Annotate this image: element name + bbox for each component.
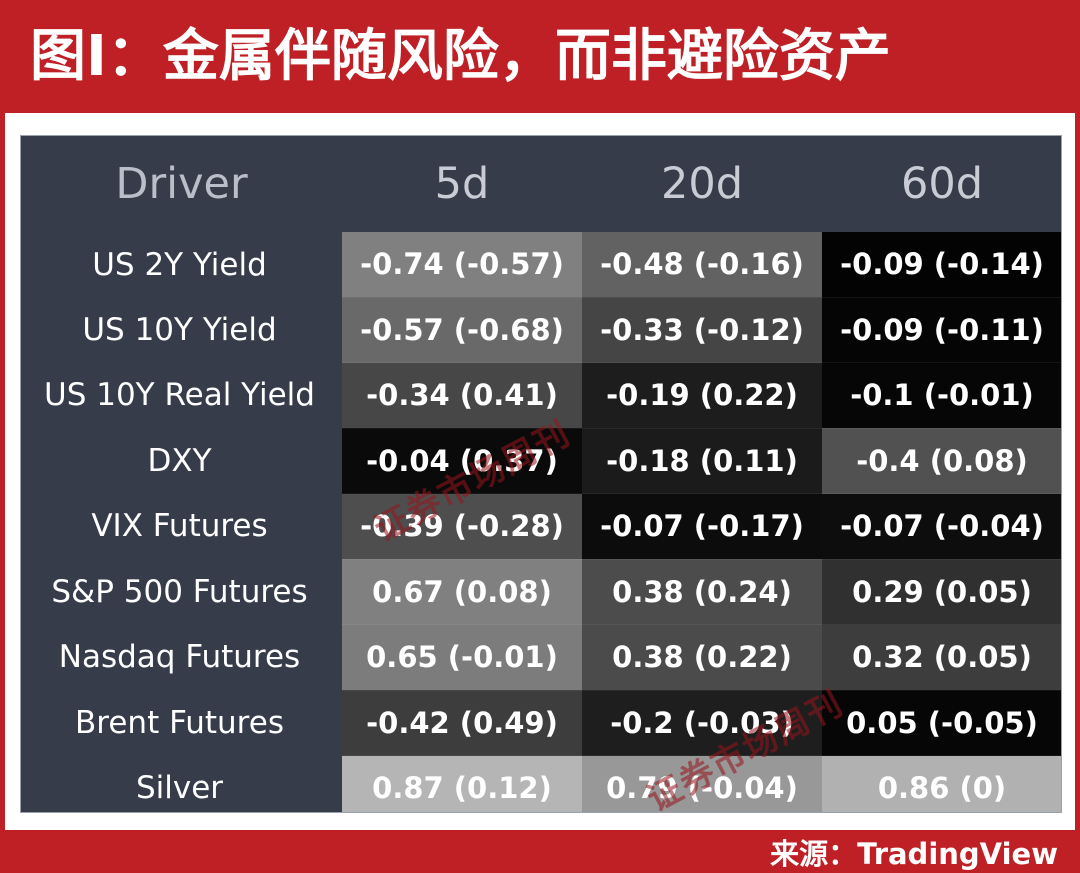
heatmap-cell: -0.4 (0.08): [822, 428, 1061, 494]
correlation-table: Driver 5d 20d 60d US 2Y Yield -0.74 (-0.5…: [21, 136, 1061, 812]
heatmap-cell: -0.07 (-0.17): [582, 493, 822, 560]
table-header: Driver 5d 20d 60d: [21, 136, 1061, 232]
row-label: Silver: [21, 755, 342, 812]
table-body: US 2Y Yield -0.74 (-0.57) -0.48 (-0.16) -0.…: [21, 232, 1061, 812]
heatmap-cell: 0.05 (-0.05): [822, 690, 1061, 756]
heatmap-cell: -0.74 (-0.57): [342, 232, 582, 298]
table-header-row: Driver 5d 20d 60d: [21, 136, 1061, 232]
heatmap-cell: -0.33 (-0.12): [582, 297, 822, 363]
heatmap-cell: -0.04 (0.37): [342, 428, 582, 494]
heatmap-cell: -0.34 (0.41): [342, 362, 582, 429]
column-header-60d: 60d: [822, 136, 1061, 232]
column-header-driver: Driver: [21, 136, 342, 232]
title-bar: 图I：金属伴随风险，而非避险资产: [5, 0, 1075, 113]
row-label: DXY: [21, 428, 342, 494]
source-label: 来源：TradingView: [770, 836, 1058, 871]
table-row: US 10Y Real Yield -0.34 (0.41) -0.19 (0.22…: [21, 362, 1061, 429]
row-label: US 2Y Yield: [21, 232, 342, 297]
footer-bar: 来源：TradingView: [5, 830, 1075, 873]
row-label: Brent Futures: [21, 690, 342, 756]
heatmap-cell: -0.2 (-0.03): [582, 690, 822, 756]
heatmap-cell: -0.57 (-0.68): [342, 297, 582, 363]
table-row: Silver 0.87 (0.12) 0.79 (-0.04) 0.86 (0): [21, 755, 1061, 812]
heatmap-cell: -0.39 (-0.28): [342, 493, 582, 560]
row-label: US 10Y Yield: [21, 297, 342, 363]
row-label: VIX Futures: [21, 493, 342, 559]
heatmap-cell: -0.1 (-0.01): [822, 362, 1061, 429]
heatmap-cell: -0.19 (0.22): [582, 362, 822, 429]
heatmap-cell: 0.86 (0): [822, 755, 1061, 812]
column-header-20d: 20d: [582, 136, 822, 232]
correlation-table-container: Driver 5d 20d 60d US 2Y Yield -0.74 (-0.5…: [20, 135, 1062, 813]
row-label: S&P 500 Futures: [21, 559, 342, 625]
heatmap-cell: 0.65 (-0.01): [342, 624, 582, 691]
heatmap-cell: 0.32 (0.05): [822, 624, 1061, 691]
table-row: Brent Futures -0.42 (0.49) -0.2 (-0.03) 0.0…: [21, 690, 1061, 756]
heatmap-cell: 0.87 (0.12): [342, 755, 582, 812]
heatmap-cell: -0.48 (-0.16): [582, 232, 822, 298]
heatmap-cell: 0.38 (0.24): [582, 559, 822, 625]
table-row: US 2Y Yield -0.74 (-0.57) -0.48 (-0.16) -0.…: [21, 232, 1061, 298]
heatmap-cell: 0.67 (0.08): [342, 559, 582, 625]
heatmap-cell: 0.79 (-0.04): [582, 755, 822, 812]
page-title: 图I：金属伴随风险，而非避险资产: [30, 23, 891, 89]
heatmap-cell: -0.09 (-0.14): [822, 232, 1061, 298]
table-row: VIX Futures -0.39 (-0.28) -0.07 (-0.17) -0.…: [21, 493, 1061, 560]
heatmap-cell: -0.18 (0.11): [582, 428, 822, 494]
table-row: S&P 500 Futures 0.67 (0.08) 0.38 (0.24) 0.2…: [21, 559, 1061, 625]
row-label: Nasdaq Futures: [21, 624, 342, 690]
table-row: Nasdaq Futures 0.65 (-0.01) 0.38 (0.22) 0.3…: [21, 624, 1061, 691]
table-row: DXY -0.04 (0.37) -0.18 (0.11) -0.4 (0.08): [21, 428, 1061, 494]
heatmap-cell: 0.29 (0.05): [822, 559, 1061, 625]
table-row: US 10Y Yield -0.57 (-0.68) -0.33 (-0.12) -0…: [21, 297, 1061, 363]
row-label: US 10Y Real Yield: [21, 362, 342, 428]
heatmap-cell: 0.38 (0.22): [582, 624, 822, 691]
heatmap-cell: -0.09 (-0.11): [822, 297, 1061, 363]
heatmap-cell: -0.42 (0.49): [342, 690, 582, 756]
heatmap-cell: -0.07 (-0.04): [822, 493, 1061, 560]
column-header-5d: 5d: [342, 136, 582, 232]
